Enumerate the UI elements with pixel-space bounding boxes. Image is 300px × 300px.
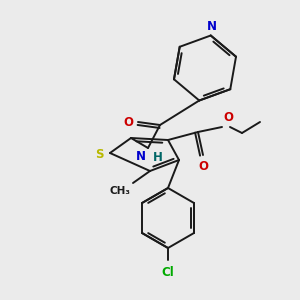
Text: N: N <box>136 150 146 163</box>
Text: O: O <box>223 111 233 124</box>
Text: Cl: Cl <box>162 266 174 279</box>
Text: CH₃: CH₃ <box>109 186 130 196</box>
Text: N: N <box>207 20 217 32</box>
Text: O: O <box>198 160 208 173</box>
Text: O: O <box>123 116 133 128</box>
Text: H: H <box>153 151 163 164</box>
Text: S: S <box>95 148 104 161</box>
